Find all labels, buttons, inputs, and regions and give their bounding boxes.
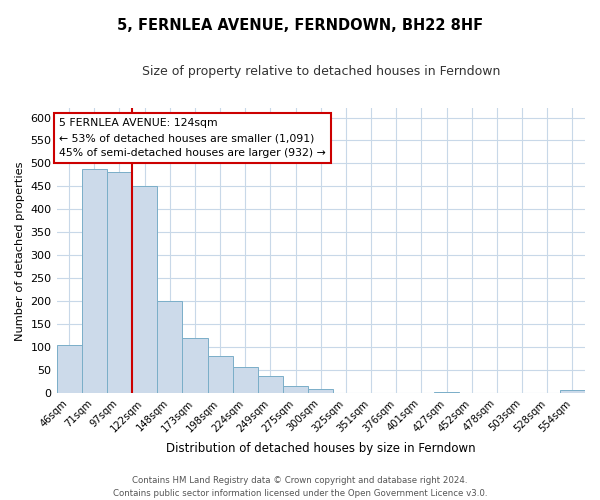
Bar — [107, 172, 132, 393]
Bar — [82, 170, 107, 393]
Y-axis label: Number of detached properties: Number of detached properties — [15, 161, 25, 340]
Bar — [258, 376, 283, 393]
Text: Contains HM Land Registry data © Crown copyright and database right 2024.
Contai: Contains HM Land Registry data © Crown c… — [113, 476, 487, 498]
Bar — [132, 186, 157, 393]
Text: 5, FERNLEA AVENUE, FERNDOWN, BH22 8HF: 5, FERNLEA AVENUE, FERNDOWN, BH22 8HF — [117, 18, 483, 32]
Bar — [208, 356, 233, 393]
Bar — [434, 392, 459, 393]
Text: 5 FERNLEA AVENUE: 124sqm
← 53% of detached houses are smaller (1,091)
45% of sem: 5 FERNLEA AVENUE: 124sqm ← 53% of detach… — [59, 118, 326, 158]
Bar — [560, 390, 585, 393]
Title: Size of property relative to detached houses in Ferndown: Size of property relative to detached ho… — [142, 65, 500, 78]
X-axis label: Distribution of detached houses by size in Ferndown: Distribution of detached houses by size … — [166, 442, 476, 455]
Bar — [56, 345, 82, 393]
Bar — [182, 338, 208, 393]
Bar — [157, 302, 182, 393]
Bar — [233, 367, 258, 393]
Bar — [283, 386, 308, 393]
Bar — [308, 388, 334, 393]
